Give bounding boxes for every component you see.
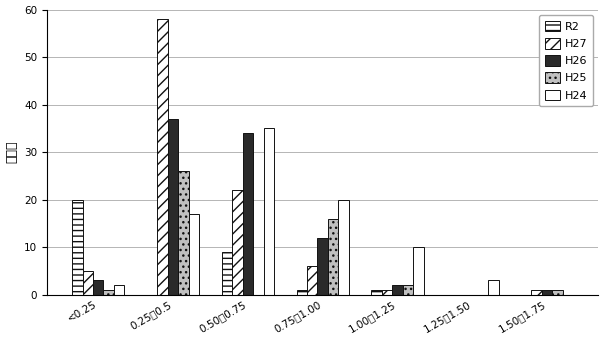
Bar (168, 119, 178, 295)
Bar (263, 128, 274, 295)
Bar (297, 290, 307, 295)
Bar (382, 290, 392, 295)
Bar (338, 200, 349, 295)
Bar (553, 290, 563, 295)
Bar (542, 290, 553, 295)
Bar (532, 290, 542, 295)
Bar (403, 285, 413, 295)
Bar (232, 190, 243, 295)
Bar (318, 238, 328, 295)
Bar (488, 280, 498, 295)
Bar (114, 285, 124, 295)
Bar (93, 280, 103, 295)
Legend: R2, H27, H26, H25, H24: R2, H27, H26, H25, H24 (539, 15, 593, 106)
Bar (189, 214, 199, 295)
Bar (413, 247, 424, 295)
Y-axis label: 地点数: 地点数 (5, 141, 19, 163)
Bar (307, 266, 318, 295)
Bar (157, 19, 168, 295)
Bar (328, 219, 338, 295)
Bar (243, 133, 253, 295)
Bar (72, 200, 83, 295)
Bar (178, 171, 189, 295)
Bar (83, 271, 93, 295)
Bar (392, 285, 403, 295)
Bar (371, 290, 382, 295)
Bar (103, 290, 114, 295)
Bar (222, 252, 232, 295)
